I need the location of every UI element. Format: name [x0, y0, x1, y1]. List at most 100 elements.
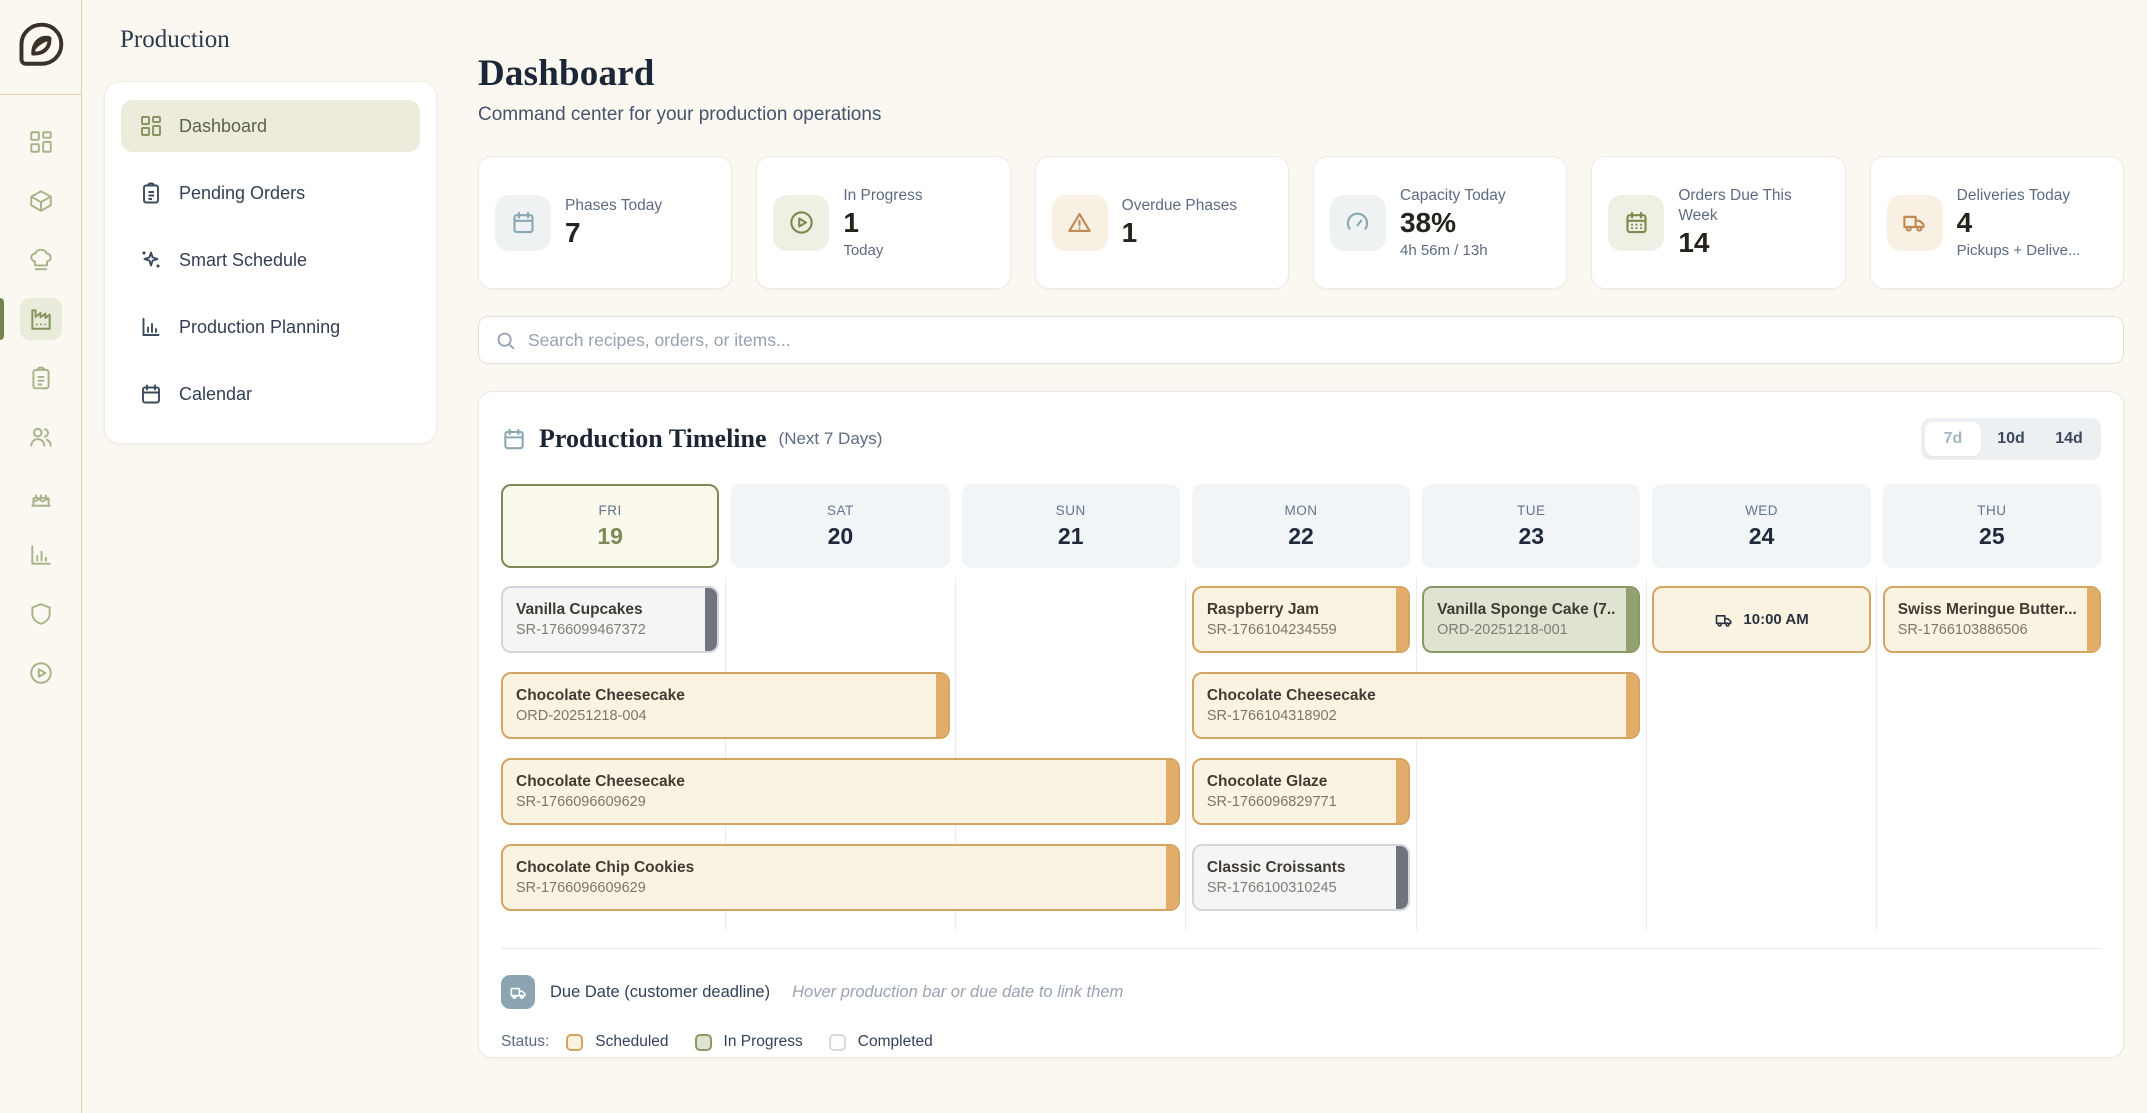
- calendar-icon: [1608, 194, 1665, 251]
- day-cell-mon[interactable]: MON 22: [1191, 484, 1411, 568]
- sidebar-item-dashboard[interactable]: Dashboard: [121, 100, 420, 152]
- main-content: Dashboard Command center for your produc…: [478, 0, 2124, 1058]
- grid-line: [1876, 578, 1878, 930]
- day-number: 25: [1979, 522, 2005, 549]
- rail-users-icon[interactable]: [20, 416, 62, 458]
- status-legend: Status: Scheduled In Progress Completed: [501, 1033, 947, 1051]
- production-bar[interactable]: Chocolate Glaze SR-1766096829771: [1191, 758, 1411, 825]
- bar-code: SR-1766096609629: [516, 880, 646, 896]
- rail-bar-chart-icon[interactable]: [20, 534, 62, 576]
- calendar-icon: [495, 194, 551, 251]
- stat-card-in-progress[interactable]: In Progress 1 Today: [756, 156, 1011, 289]
- day-name: FRI: [598, 502, 622, 518]
- grid-line: [724, 578, 726, 930]
- stats-row: Phases Today 7 In Progress 1 Today Overd…: [478, 156, 2124, 289]
- bar-end-cap: [935, 674, 948, 737]
- bar-end-cap: [705, 588, 718, 651]
- production-bar[interactable]: Raspberry Jam SR-1766104234559: [1191, 586, 1411, 653]
- rail-active-indicator: [0, 298, 4, 340]
- alert-triangle-icon: [1051, 194, 1108, 251]
- timeline-grid: Vanilla Cupcakes SR-1766099467372 Raspbe…: [501, 578, 2101, 930]
- sidebar-item-label: Pending Orders: [179, 182, 306, 203]
- bar-code: SR-1766103886506: [1897, 622, 2028, 638]
- stat-subtext: 4h 56m / 13h: [1399, 242, 1488, 260]
- production-bar[interactable]: Vanilla Sponge Cake (7... ORD-20251218-0…: [1422, 586, 1641, 653]
- bar-title: Vanilla Sponge Cake (7...: [1437, 601, 1617, 618]
- play-circle-icon: [773, 194, 830, 251]
- rail-play-circle-icon[interactable]: [20, 652, 62, 694]
- rail-chef-hat-icon[interactable]: [20, 239, 62, 281]
- stat-card-orders-due-week[interactable]: Orders Due This Week 14: [1591, 156, 1846, 289]
- calendar-icon: [504, 428, 524, 450]
- global-search: [478, 316, 2124, 364]
- stat-card-overdue-phases[interactable]: Overdue Phases 1: [1034, 156, 1289, 289]
- bar-title: Chocolate Cheesecake: [1206, 687, 1376, 704]
- bar-code: SR-1766099467372: [516, 622, 646, 638]
- bar-code: SR-1766096609629: [516, 794, 646, 810]
- status-name: In Progress: [723, 1033, 803, 1050]
- bar-title: Chocolate Cheesecake: [516, 773, 685, 790]
- production-bar[interactable]: Classic Croissants SR-1766100310245: [1191, 844, 1411, 911]
- sidebar-item-pending-orders[interactable]: Pending Orders: [121, 167, 420, 219]
- bar-title: Swiss Meringue Butter...: [1897, 601, 2077, 618]
- rail-factory-icon[interactable]: [0, 298, 62, 340]
- production-bar[interactable]: Chocolate Cheesecake ORD-20251218-004: [501, 672, 950, 739]
- production-bar[interactable]: Chocolate Cheesecake SR-1766104318902: [1191, 672, 1641, 739]
- day-number: 24: [1748, 522, 1775, 549]
- sidebar-item-production-planning[interactable]: Production Planning: [121, 301, 420, 353]
- sidebar-item-smart-schedule[interactable]: Smart Schedule: [121, 234, 420, 286]
- production-bar[interactable]: Chocolate Cheesecake SR-1766096609629: [501, 758, 1180, 825]
- legend-divider: [501, 948, 2101, 949]
- day-cell-sun[interactable]: SUN 21: [961, 484, 1180, 568]
- stat-label: Orders Due This Week: [1678, 187, 1792, 224]
- search-input[interactable]: [528, 329, 2107, 351]
- brand-logo[interactable]: [16, 20, 66, 76]
- section-heading: Production: [120, 26, 230, 53]
- sparkles-icon: [142, 251, 160, 268]
- bar-end-cap: [1396, 588, 1409, 651]
- stat-card-capacity-today[interactable]: Capacity Today 38% 4h 56m / 13h: [1312, 156, 1568, 289]
- range-option-10d[interactable]: 10d: [1997, 430, 2025, 447]
- stat-value: 4: [1956, 207, 1973, 239]
- day-number: 19: [597, 522, 623, 549]
- truck-icon: [510, 987, 526, 999]
- stat-label: Deliveries Today: [1956, 186, 2071, 204]
- rail-cake-icon[interactable]: [20, 475, 62, 517]
- stat-card-deliveries-today[interactable]: Deliveries Today 4 Pickups + Delive...: [1869, 156, 2124, 289]
- status-swatch-scheduled: [566, 1033, 584, 1051]
- due-date-marker[interactable]: 10:00 AM: [1652, 586, 1871, 653]
- rail-package-icon[interactable]: [20, 180, 62, 222]
- production-bar[interactable]: Chocolate Chip Cookies SR-1766096609629: [501, 844, 1180, 911]
- stat-value: 1: [843, 207, 859, 239]
- timeline-title: Production Timeline: [539, 424, 767, 453]
- day-number: 20: [827, 522, 854, 549]
- due-time: 10:00 AM: [1743, 611, 1809, 628]
- stat-card-phases-today[interactable]: Phases Today 7: [478, 156, 733, 289]
- day-cell-wed[interactable]: WED 24: [1652, 484, 1871, 568]
- rail-shield-icon[interactable]: [20, 593, 62, 635]
- bar-end-cap: [2086, 588, 2099, 651]
- timeline-range-label: (Next 7 Days): [778, 429, 883, 448]
- rail-dashboard-grid-icon[interactable]: [20, 121, 62, 163]
- day-cell-fri[interactable]: FRI 19: [501, 484, 720, 568]
- rail-clipboard-icon[interactable]: [20, 357, 62, 399]
- bar-code: ORD-20251218-004: [516, 708, 647, 724]
- clipboard-list-icon: [143, 182, 159, 204]
- day-headers: FRI 19 SAT 20 SUN 21 MON 22 TUE 23 WED 2…: [501, 484, 2101, 568]
- page-subtitle: Command center for your production opera…: [478, 104, 882, 125]
- day-cell-thu[interactable]: THU 25: [1882, 484, 2101, 568]
- day-cell-tue[interactable]: TUE 23: [1422, 484, 1641, 568]
- sidebar-item-label: Production Planning: [179, 316, 341, 337]
- stat-value: 1: [1121, 217, 1138, 249]
- day-name: THU: [1977, 502, 2007, 518]
- stat-label: Capacity Today: [1399, 186, 1506, 204]
- day-cell-sat[interactable]: SAT 20: [731, 484, 950, 568]
- status-swatch-completed: [828, 1033, 846, 1051]
- sidebar-item-calendar[interactable]: Calendar: [121, 368, 420, 420]
- production-bar[interactable]: Vanilla Cupcakes SR-1766099467372: [501, 586, 720, 653]
- range-option-14d[interactable]: 14d: [2055, 430, 2083, 447]
- production-bar[interactable]: Swiss Meringue Butter... SR-176610388650…: [1882, 586, 2101, 653]
- truck-icon: [1886, 194, 1943, 251]
- range-option-7d[interactable]: 7d: [1925, 422, 1981, 456]
- sidebar-item-label: Smart Schedule: [179, 249, 308, 270]
